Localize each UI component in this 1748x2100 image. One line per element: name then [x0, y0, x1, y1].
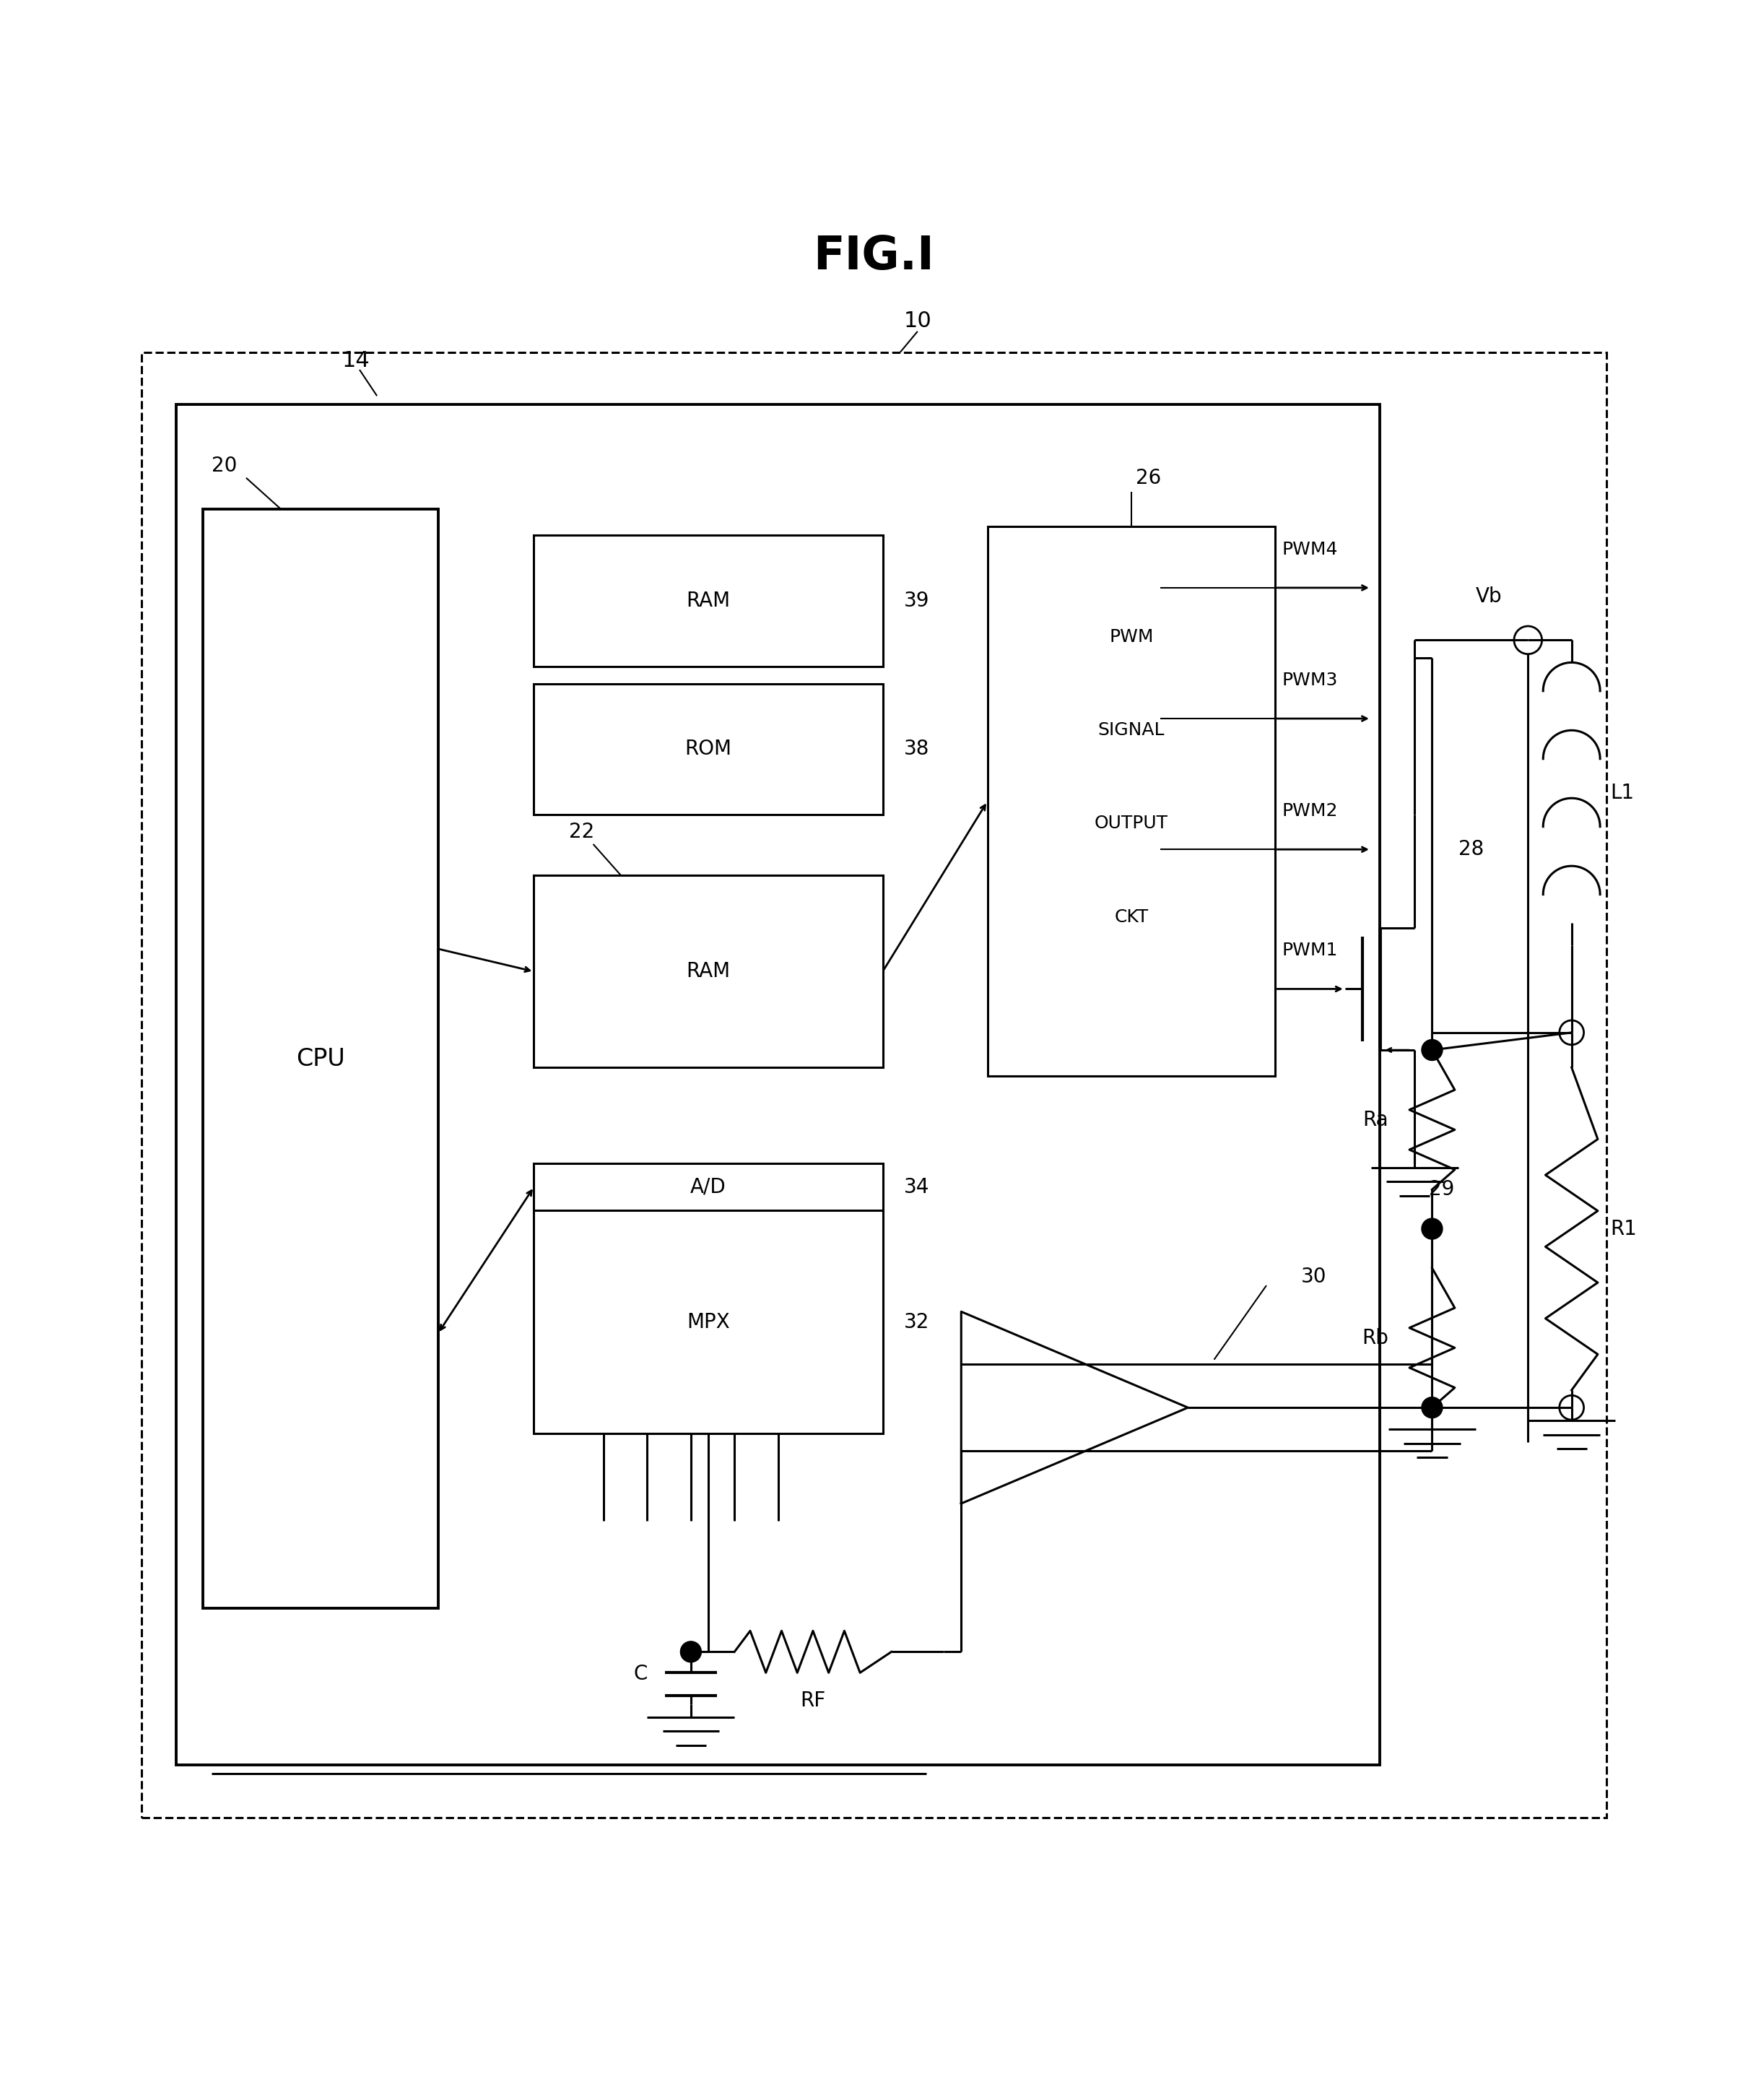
Text: 39: 39 [904, 590, 930, 611]
Text: A/D: A/D [690, 1176, 725, 1197]
Text: 14: 14 [343, 351, 371, 372]
Bar [988, 527, 1274, 1075]
Text: PWM4: PWM4 [1281, 540, 1337, 559]
Circle shape [1421, 1397, 1442, 1418]
Text: CKT: CKT [1113, 907, 1148, 926]
Text: PWM1: PWM1 [1281, 943, 1337, 960]
Text: 38: 38 [904, 739, 930, 760]
Text: R1: R1 [1610, 1218, 1636, 1239]
Bar [533, 536, 883, 666]
Bar [533, 876, 883, 1067]
Text: 30: 30 [1301, 1266, 1327, 1287]
Bar [203, 510, 439, 1609]
Text: Ra: Ra [1363, 1109, 1388, 1130]
Text: ROM: ROM [685, 739, 732, 760]
Text: Rb: Rb [1362, 1327, 1388, 1348]
Text: PWM: PWM [1108, 628, 1154, 645]
Text: CPU: CPU [295, 1046, 344, 1071]
Text: L1: L1 [1610, 783, 1634, 802]
Text: 34: 34 [904, 1176, 930, 1197]
Text: C: C [633, 1663, 647, 1684]
Bar [533, 1163, 883, 1434]
Circle shape [1421, 1218, 1442, 1239]
Bar [533, 685, 883, 815]
Text: 20: 20 [212, 456, 236, 477]
Text: 28: 28 [1458, 840, 1484, 859]
Text: 22: 22 [568, 821, 594, 842]
Text: SIGNAL: SIGNAL [1098, 720, 1164, 739]
Bar [142, 353, 1606, 1817]
Text: PWM3: PWM3 [1281, 672, 1337, 689]
Text: PWM2: PWM2 [1281, 802, 1337, 819]
Text: Vb: Vb [1475, 586, 1502, 607]
Bar [177, 405, 1379, 1766]
Text: FIG.I: FIG.I [813, 233, 935, 279]
Text: RAM: RAM [687, 962, 731, 981]
Text: MPX: MPX [687, 1312, 731, 1331]
Circle shape [1421, 1040, 1442, 1060]
Text: 26: 26 [1136, 468, 1161, 487]
Text: RAM: RAM [687, 590, 731, 611]
Text: RF: RF [801, 1691, 825, 1712]
Text: 10: 10 [904, 311, 932, 332]
Circle shape [680, 1642, 701, 1663]
Text: OUTPUT: OUTPUT [1094, 815, 1168, 832]
Text: 29: 29 [1428, 1180, 1454, 1199]
Text: 32: 32 [904, 1312, 930, 1331]
